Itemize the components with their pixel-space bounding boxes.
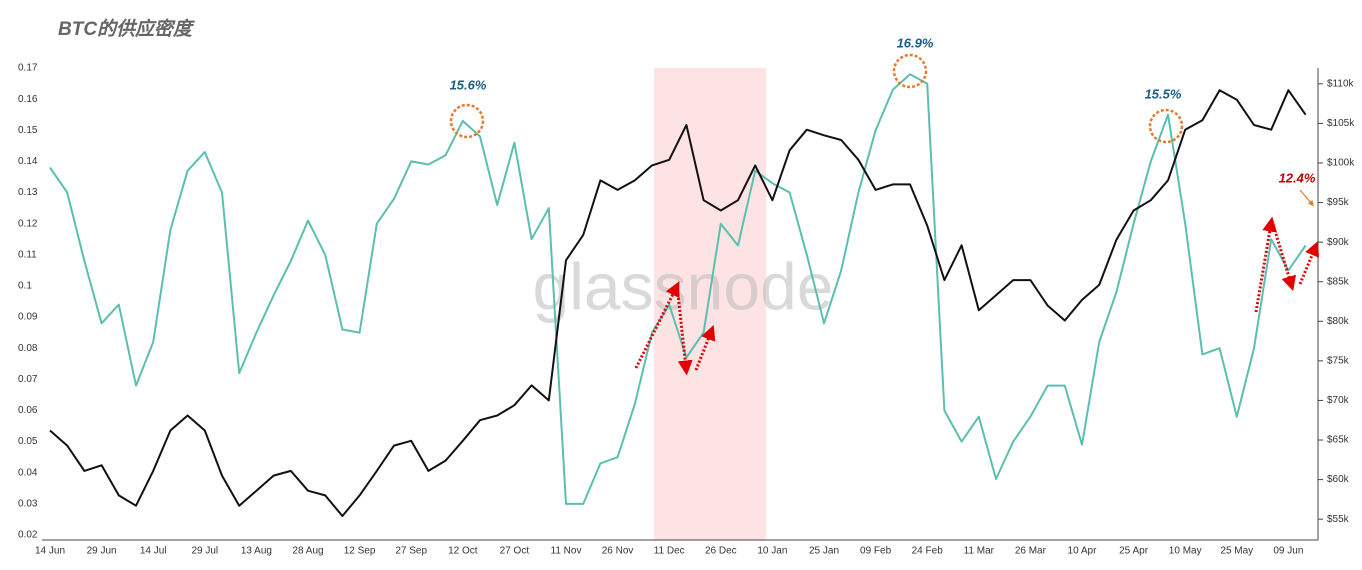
y-tick-label: 0.15: [18, 125, 38, 136]
y-tick-label: 0.11: [18, 249, 37, 260]
x-tick-label: 11 Dec: [654, 546, 685, 557]
y-tick-label: 0.03: [18, 499, 38, 510]
x-tick-label: 10 Apr: [1068, 546, 1098, 557]
y2-tick-label: $75k: [1327, 356, 1350, 367]
watermark: glassnode: [533, 249, 834, 323]
y2-tick-label: $80k: [1327, 316, 1350, 327]
x-tick-label: 12 Oct: [448, 546, 478, 557]
y2-tick-label: $60k: [1327, 474, 1350, 485]
x-tick-label: 26 Dec: [705, 546, 737, 557]
y-tick-label: 0.04: [18, 467, 38, 478]
x-tick-label: 11 Nov: [551, 546, 582, 557]
annotation: 12.4%: [1279, 170, 1316, 185]
x-tick-label: 10 Jan: [757, 546, 787, 557]
series-line: [49, 89, 1307, 517]
y2-tick-label: $85k: [1327, 276, 1350, 287]
x-tick-label: 11 Mar: [964, 546, 995, 557]
y-tick-label: 0.06: [18, 405, 38, 416]
x-tick-label: 14 Jun: [35, 546, 65, 557]
y2-tick-label: $110k: [1327, 78, 1355, 89]
y-tick-label: 0.1: [18, 281, 32, 292]
x-tick-label: 25 Apr: [1119, 546, 1149, 557]
x-tick-label: 09 Jun: [1273, 546, 1303, 557]
highlight-region: [654, 68, 766, 540]
y2-tick-label: $65k: [1327, 435, 1350, 446]
x-tick-label: 25 Jan: [809, 546, 839, 557]
y2-tick-label: $70k: [1327, 395, 1350, 406]
y-tick-label: 0.05: [18, 436, 38, 447]
x-tick-label: 28 Aug: [292, 546, 323, 557]
y-tick-label: 0.02: [18, 530, 38, 541]
y-tick-label: 0.17: [18, 63, 38, 74]
x-tick-label: 29 Jun: [87, 546, 117, 557]
x-tick-label: 27 Oct: [500, 546, 530, 557]
x-tick-label: 27 Sep: [395, 546, 427, 557]
y-tick-label: 0.12: [18, 218, 38, 229]
x-tick-label: 26 Mar: [1015, 546, 1047, 557]
x-tick-label: 13 Aug: [241, 546, 272, 557]
pointer: [1299, 189, 1314, 207]
x-tick-label: 29 Jul: [191, 546, 218, 557]
x-tick-label: 25 May: [1220, 546, 1253, 557]
plot: 0.02 0.03 0.04 0.05 0.06 0.07 0.08 0.09 0.1 0.11 0…: [18, 63, 1355, 557]
y2-tick-label: $105k: [1327, 118, 1355, 129]
y-tick-label: 0.14: [18, 156, 38, 167]
annotation: 15.6%: [450, 77, 487, 92]
x-tick-label: 24 Feb: [912, 546, 944, 557]
annotation: 16.9%: [897, 35, 934, 50]
trend-arrows: [634, 216, 1320, 376]
y2-tick-label: $100k: [1327, 158, 1355, 169]
annotation: 15.5%: [1145, 86, 1182, 101]
y-tick-label: 0.08: [18, 343, 38, 354]
y-tick-label: 0.16: [18, 94, 38, 105]
x-tick-label: 12 Sep: [344, 546, 376, 557]
y2-tick-label: $90k: [1327, 237, 1350, 248]
x-tick-label: 14 Jul: [140, 546, 167, 557]
chart-title: BTC的供应密度: [58, 18, 195, 40]
x-tick-label: 10 May: [1169, 546, 1202, 557]
y-tick-label: 0.07: [18, 374, 38, 385]
peak-circles: [449, 53, 1184, 144]
y-tick-label: 0.13: [18, 187, 38, 198]
y-tick-label: 0.09: [18, 312, 38, 323]
x-tick-label: 26 Nov: [602, 546, 634, 557]
x-tick-label: 09 Feb: [860, 546, 892, 557]
series-line: [49, 73, 1307, 505]
y2-tick-label: $95k: [1327, 197, 1350, 208]
y2-tick-label: $55k: [1327, 514, 1350, 525]
